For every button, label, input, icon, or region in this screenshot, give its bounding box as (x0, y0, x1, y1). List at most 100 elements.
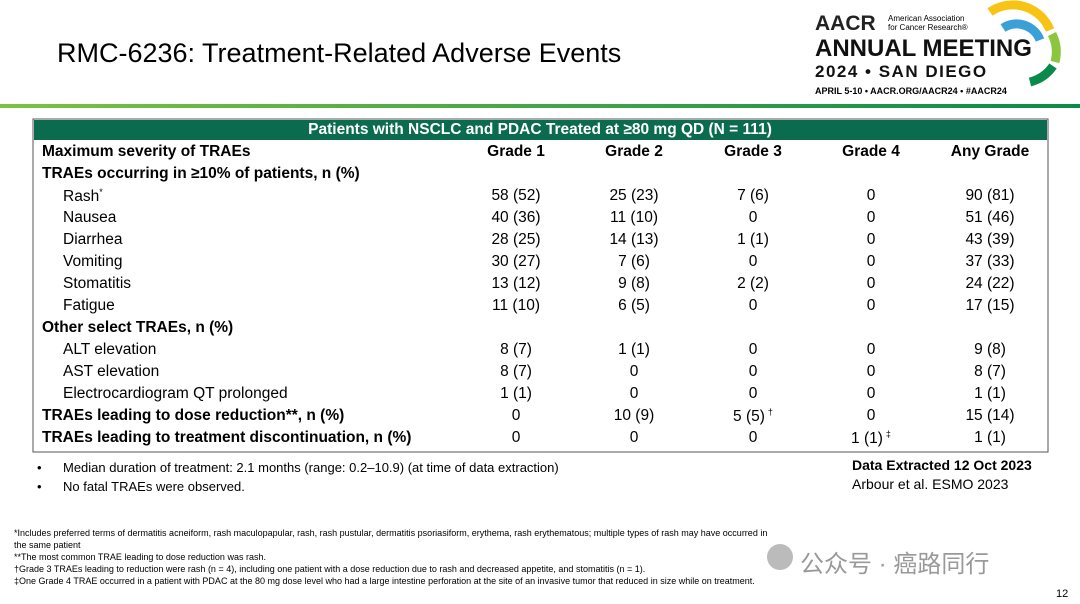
cell: 43 (39) (965, 231, 1014, 249)
cell-text: 0 (748, 297, 758, 314)
row-label-text: AST elevation (63, 363, 160, 380)
cell: 0 (867, 363, 876, 381)
cell-text: 8 (7) (500, 341, 532, 358)
cell-text: 9 (8) (974, 341, 1006, 358)
row-label-text: TRAEs occurring in ≥10% of patients, n (… (42, 165, 360, 182)
footnote: ‡One Grade 4 TRAE occurred in a patient … (14, 576, 755, 586)
cell-text: 40 (36) (491, 209, 541, 226)
cell: 0 (630, 363, 639, 381)
cell-text: 90 (81) (965, 187, 1015, 204)
table-border (32, 118, 1049, 453)
footnotes: *Includes preferred terms of dermatitis … (14, 527, 774, 587)
cell: 13 (12) (491, 275, 540, 293)
cell: 1 (1) (500, 385, 532, 403)
cell: 0 (867, 187, 876, 205)
cell-text: 0 (866, 231, 876, 248)
cell: 90 (81) (965, 187, 1014, 205)
cell: 10 (9) (614, 407, 655, 425)
cell: 25 (23) (609, 187, 658, 205)
row-label: Diarrhea (63, 231, 122, 249)
cell: 2 (2) (737, 275, 769, 293)
logo-edition: 2024 • SAN DIEGO (815, 62, 988, 81)
cell: 58 (52) (491, 187, 540, 205)
cell: 0 (867, 253, 876, 271)
row-label: Stomatitis (63, 275, 131, 293)
bullet: No fatal TRAEs were observed. (63, 479, 245, 494)
cell: 30 (27) (491, 253, 540, 271)
cell-text: 30 (27) (491, 253, 541, 270)
column-header: Grade 2 (605, 143, 663, 160)
logo-org-full: American Association for Cancer Research… (888, 14, 968, 32)
cell: 17 (15) (965, 297, 1014, 315)
cell-text: 5 (5) (733, 408, 765, 426)
cell-text: 0 (511, 407, 521, 424)
cell: 0 (867, 297, 876, 315)
cell: 0 (867, 407, 876, 425)
cell: 24 (22) (965, 275, 1014, 293)
cell-text: 0 (748, 363, 758, 380)
row-label: Vomiting (63, 253, 122, 271)
cell: 9 (8) (618, 275, 650, 293)
row-label: Rash* (63, 187, 103, 206)
bullet-dot: • (37, 460, 42, 475)
cell-text: 9 (8) (618, 275, 650, 292)
cell: 7 (6) (737, 187, 769, 205)
cell: 51 (46) (965, 209, 1014, 227)
cell-text: 6 (5) (618, 297, 650, 314)
cell: 0 (867, 275, 876, 293)
cell-text: 0 (866, 407, 876, 424)
row-label: Electrocardiogram QT prolonged (63, 385, 288, 403)
cell: 6 (5) (618, 297, 650, 315)
cell: 40 (36) (491, 209, 540, 227)
cell: 0 (630, 385, 639, 403)
column-header: Any Grade (950, 143, 1030, 160)
cell: 7 (6) (618, 253, 650, 271)
cell: 0 (512, 407, 521, 425)
cell-text: 0 (866, 363, 876, 380)
cell: 1 (1) (737, 231, 769, 249)
footnote: **The most common TRAE leading to dose r… (14, 552, 266, 562)
cell: 0 (749, 253, 758, 271)
row-label-text: TRAEs leading to treatment discontinuati… (42, 429, 412, 446)
cell: 15 (14) (965, 407, 1014, 425)
column-header: Grade 3 (724, 143, 782, 160)
cell-text: 0 (748, 253, 758, 270)
cell-text: 8 (7) (500, 363, 532, 380)
row-label-text: Vomiting (63, 253, 123, 270)
cell-text: 58 (52) (491, 187, 541, 204)
column-header: Grade 4 (842, 143, 900, 160)
cell-text: 17 (15) (965, 297, 1015, 314)
cell-text: 10 (9) (613, 407, 655, 424)
row-label: TRAEs leading to dose reduction**, n (%) (42, 407, 344, 425)
cell: 1 (1) (974, 385, 1006, 403)
cell: 1 (1) (974, 429, 1006, 447)
cell-text: 0 (629, 429, 639, 446)
data-extracted: Data Extracted 12 Oct 2023 (852, 457, 1032, 473)
logo-arcs (987, 0, 1061, 87)
cell-text: 1 (1) (500, 385, 532, 402)
cell-text: 11 (10) (610, 209, 658, 226)
cell: 11 (10) (610, 209, 658, 227)
cell: 11 (10) (492, 297, 540, 315)
bullet: Median duration of treatment: 2.1 months… (63, 460, 559, 475)
cell-text: 1 (1) (851, 430, 883, 448)
cell-text: 25 (23) (609, 187, 659, 204)
cell-text: 14 (13) (609, 231, 659, 248)
cell: 8 (7) (974, 363, 1006, 381)
row-label-text: TRAEs leading to dose reduction**, n (%) (42, 407, 345, 424)
cell-text: 0 (866, 341, 876, 358)
cell: 0 (867, 341, 876, 359)
watermark-icon (767, 544, 793, 570)
cell-text: 1 (1) (974, 385, 1006, 402)
cell-text: 0 (629, 363, 639, 380)
cell: 0 (512, 429, 521, 447)
bullet-dot: • (37, 479, 42, 494)
title-rule (0, 104, 1080, 108)
footnote: *Includes preferred terms of dermatitis … (14, 528, 768, 550)
cell-text: 43 (39) (965, 231, 1015, 248)
cell: 8 (7) (500, 363, 532, 381)
cell-text: 0 (748, 385, 758, 402)
cell: 0 (867, 231, 876, 249)
row-label: TRAEs leading to treatment discontinuati… (42, 429, 411, 447)
